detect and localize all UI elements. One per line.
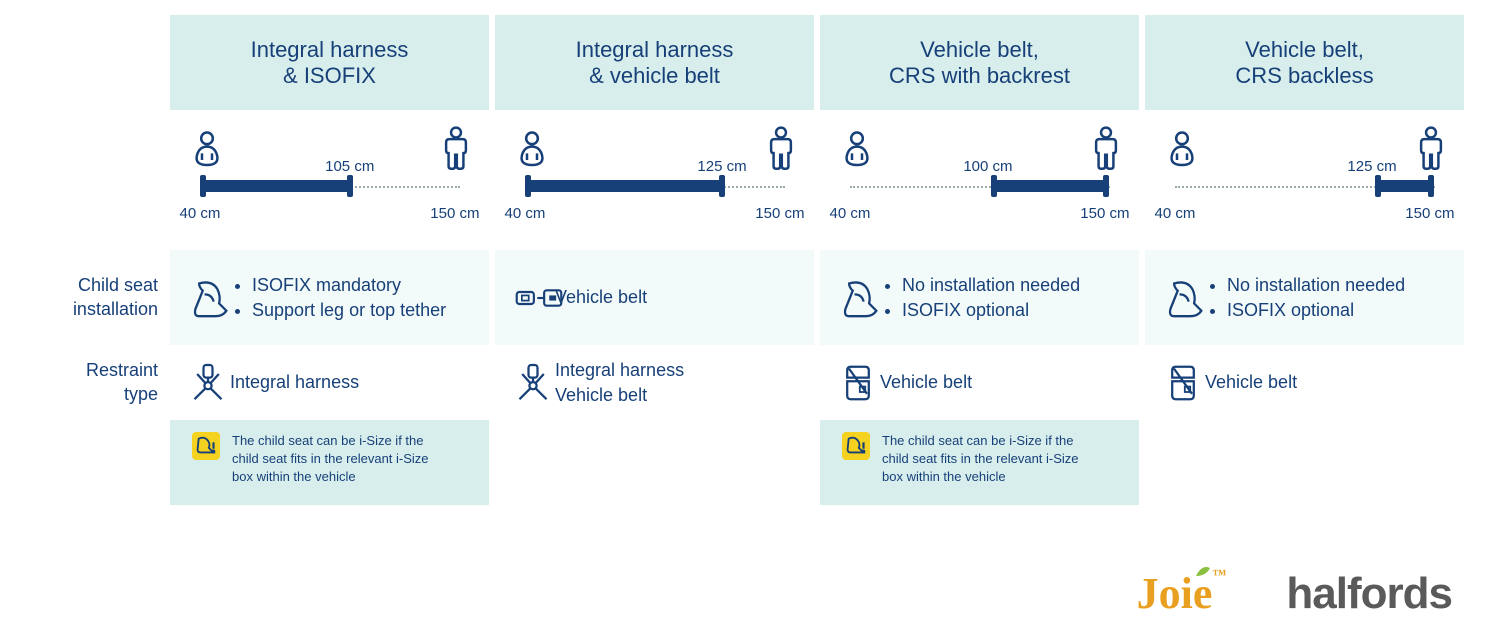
range-3: 125 cm 40 cm 150 cm	[1145, 110, 1470, 250]
seat-icon	[840, 278, 880, 318]
install-2: No installation needed ISOFIX optional	[820, 250, 1145, 345]
col-header-3: Vehicle belt,CRS backless	[1145, 15, 1470, 110]
note-text: The child seat can be i-Size if the chil…	[232, 432, 442, 487]
note-2: The child seat can be i-Size if the chil…	[820, 420, 1145, 505]
logo-row: Joie™ halfords	[1137, 568, 1452, 619]
install-item: No installation needed	[902, 273, 1080, 297]
install-item: ISOFIX optional	[902, 298, 1080, 322]
restraint-text: Vehicle belt	[880, 370, 972, 394]
install-item: No installation needed	[1227, 273, 1405, 297]
range-end-label-0: 105 cm	[325, 158, 374, 175]
baby-icon	[840, 130, 874, 170]
buckle-icon	[515, 285, 555, 311]
install-item: ISOFIX mandatory	[252, 273, 446, 297]
joie-logo: Joie™	[1137, 568, 1227, 619]
seat-icon	[1165, 278, 1205, 318]
belt-seat-icon	[1165, 363, 1205, 403]
leaf-icon	[1194, 564, 1212, 578]
range-bar-2	[991, 180, 1109, 192]
harness-icon	[515, 363, 555, 403]
range-bar-1	[525, 180, 726, 192]
col-header-1: Integral harness& vehicle belt	[495, 15, 820, 110]
install-3: No installation needed ISOFIX optional	[1145, 250, 1470, 345]
note-text: The child seat can be i-Size if the chil…	[882, 432, 1092, 487]
child-icon	[767, 125, 795, 173]
child-icon	[442, 125, 470, 173]
baby-icon	[190, 130, 224, 170]
range-0: 105 cm 40 cm 150 cm	[170, 110, 495, 250]
restraint-text: Vehicle belt	[1205, 370, 1297, 394]
harness-icon	[190, 363, 230, 403]
restraint-2: Vehicle belt	[820, 345, 1145, 420]
child-icon	[1092, 125, 1120, 173]
comparison-grid: Integral harness& ISOFIX Integral harnes…	[0, 15, 1470, 505]
seat-icon	[190, 278, 230, 318]
halfords-logo: halfords	[1286, 569, 1452, 619]
range-min: 40 cm	[180, 205, 221, 222]
note-1	[495, 420, 820, 505]
range-end-label-2: 100 cm	[963, 158, 1012, 175]
note-3	[1145, 420, 1470, 505]
rowlabel-install: Child seatinstallation	[0, 250, 170, 345]
range-end-label-3: 125 cm	[1347, 158, 1396, 175]
range-bar-0	[200, 180, 354, 192]
install-item: Support leg or top tether	[252, 298, 446, 322]
col-header-2: Vehicle belt,CRS with backrest	[820, 15, 1145, 110]
range-end-label-1: 125 cm	[697, 158, 746, 175]
rowlabel-restraint: Restrainttype	[0, 345, 170, 420]
col-header-0: Integral harness& ISOFIX	[170, 15, 495, 110]
install-item: ISOFIX optional	[1227, 298, 1405, 322]
restraint-3: Vehicle belt	[1145, 345, 1470, 420]
range-max: 150 cm	[755, 205, 804, 222]
range-1: 125 cm 40 cm 150 cm	[495, 110, 820, 250]
child-icon	[1417, 125, 1445, 173]
restraint-text: Integral harness	[230, 370, 359, 394]
range-max: 150 cm	[1080, 205, 1129, 222]
range-min: 40 cm	[1155, 205, 1196, 222]
baby-icon	[1165, 130, 1199, 170]
install-1: Vehicle belt	[495, 250, 820, 345]
restraint-0: Integral harness	[170, 345, 495, 420]
range-min: 40 cm	[505, 205, 546, 222]
restraint-text: Integral harnessVehicle belt	[555, 358, 684, 407]
isize-badge-icon	[842, 432, 870, 460]
install-text: Vehicle belt	[555, 285, 647, 309]
note-0: The child seat can be i-Size if the chil…	[170, 420, 495, 505]
baby-icon	[515, 130, 549, 170]
install-0: ISOFIX mandatory Support leg or top teth…	[170, 250, 495, 345]
range-min: 40 cm	[830, 205, 871, 222]
range-bar-3	[1375, 180, 1434, 192]
restraint-1: Integral harnessVehicle belt	[495, 345, 820, 420]
isize-badge-icon	[192, 432, 220, 460]
range-2: 100 cm 40 cm 150 cm	[820, 110, 1145, 250]
range-max: 150 cm	[430, 205, 479, 222]
belt-seat-icon	[840, 363, 880, 403]
range-max: 150 cm	[1405, 205, 1454, 222]
